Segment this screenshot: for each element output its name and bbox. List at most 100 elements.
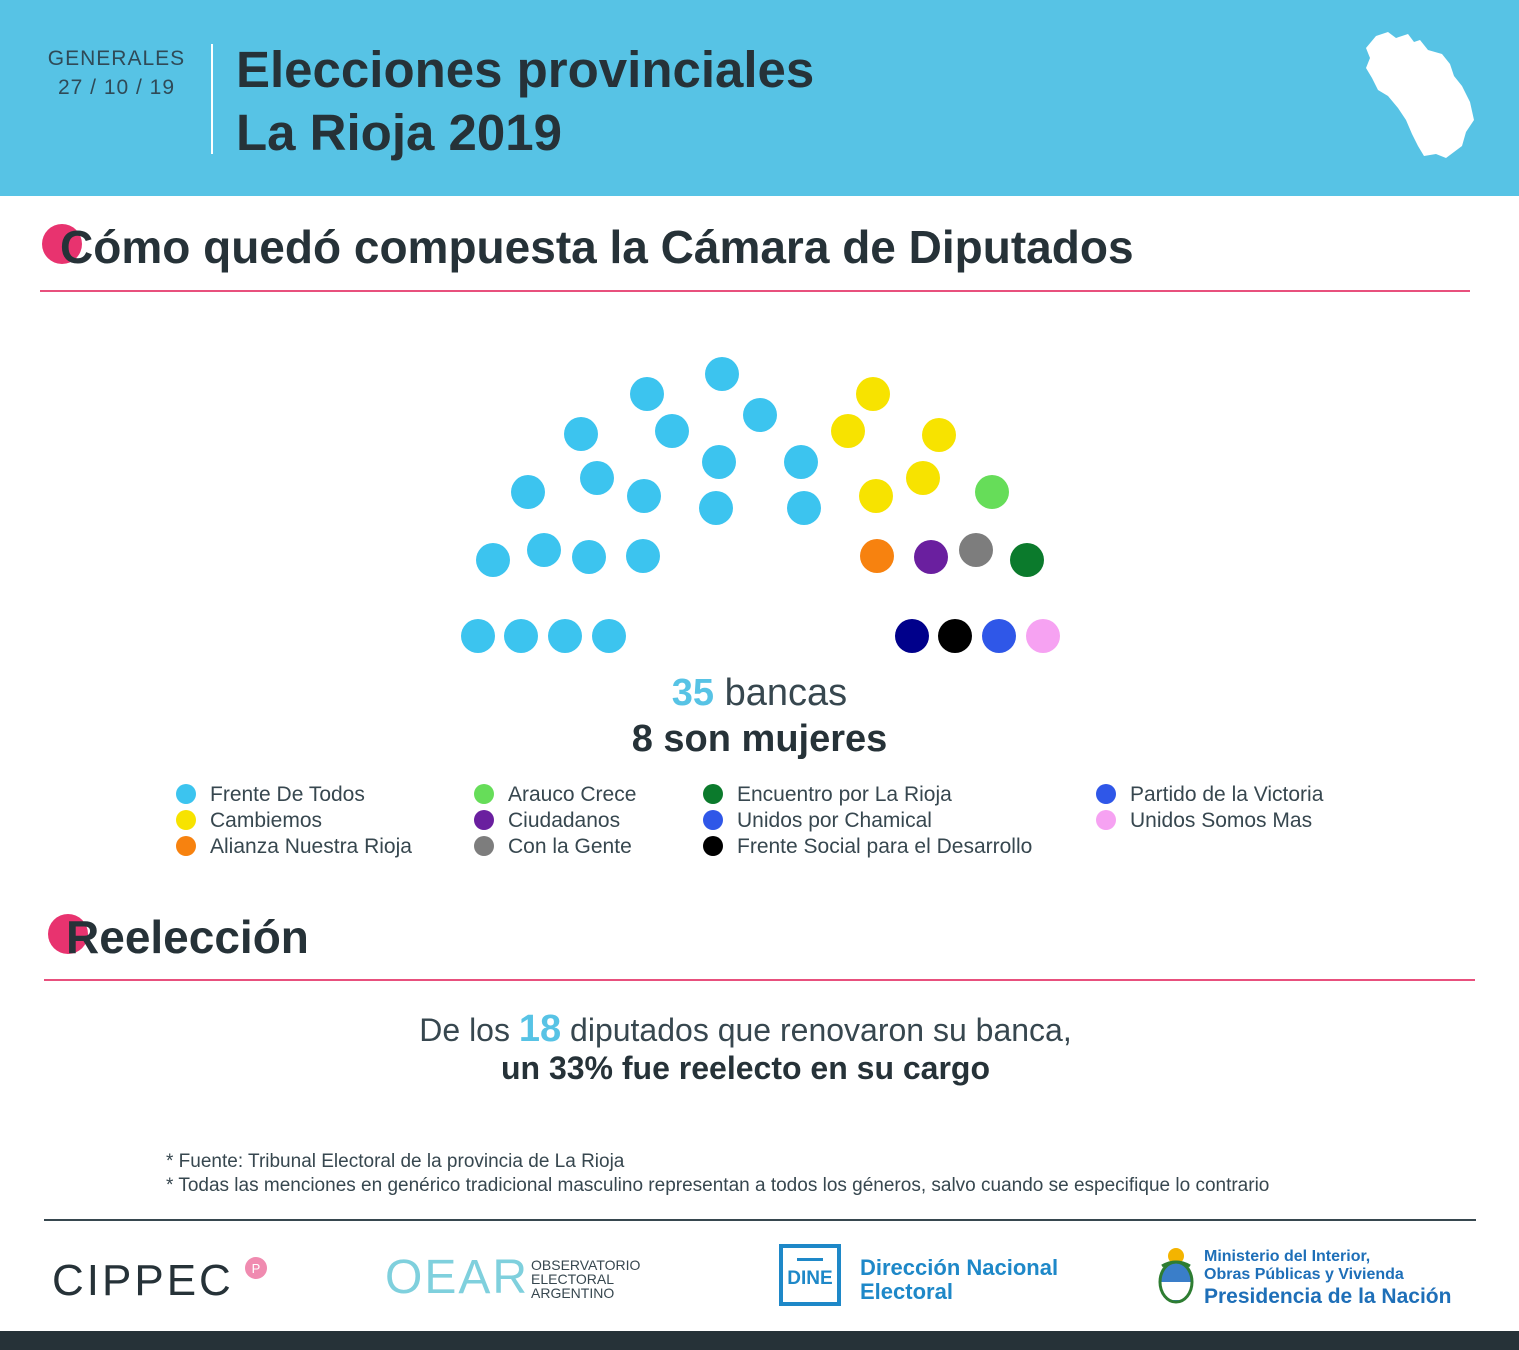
la-rioja-map-icon [1366, 32, 1474, 158]
legend-item: Partido de la Victoria [1096, 783, 1323, 809]
section-divider [40, 290, 1470, 292]
oear-mark: OEAR [385, 1251, 530, 1304]
seat-frente-de-todos [548, 619, 582, 653]
seat-unidos-por-chamical [982, 619, 1016, 653]
title-line-2: La Rioja 2019 [236, 104, 562, 161]
seat-frente-de-todos [592, 619, 626, 653]
seat-frente-de-todos [504, 619, 538, 653]
section-title-reelection: Reelección [66, 910, 309, 964]
dine-mark: DINE [787, 1268, 833, 1289]
header-banner: GENERALES 27 / 10 / 19 Elecciones provin… [0, 0, 1519, 196]
legend-swatch [703, 836, 723, 856]
legend-swatch [474, 836, 494, 856]
legend-label: Unidos por Chamical [737, 809, 932, 832]
seat-frente-de-todos [705, 357, 739, 391]
reelection-line-1: De los 18 diputados que renovaron su ban… [0, 1008, 1505, 1051]
seat-frente-de-todos [699, 491, 733, 525]
reelection-percent-text: un 33% fue reelecto en su cargo [500, 1050, 991, 1086]
section-title-text: eelección [99, 911, 309, 963]
legend-swatch [176, 836, 196, 856]
header-divider [211, 44, 213, 154]
footer-bar [0, 1331, 1519, 1350]
seats-label: bancas [724, 672, 848, 714]
seat-frente-de-todos [630, 377, 664, 411]
seat-frente-social-para-el-desarrollo [938, 619, 972, 653]
ministry-line-1: Ministerio del Interior, [1204, 1248, 1371, 1265]
section-title-initial: R [66, 911, 100, 963]
legend-swatch [474, 810, 494, 830]
section-title-text: ómo quedó compuesta la Cámara de Diputad… [93, 221, 1134, 273]
seat-frente-de-todos [564, 417, 598, 451]
legend-item: Encuentro por La Rioja [703, 783, 952, 809]
seats-count: 35 [671, 672, 715, 714]
renewed-count: 18 [518, 1008, 562, 1050]
ministry-text: Ministerio del Interior, Obras Públicas … [1204, 1248, 1451, 1310]
women-summary: 8 son mujeres [0, 718, 1519, 761]
women-count-label: 8 son mujeres [631, 718, 888, 760]
dine-logo-bar [797, 1258, 823, 1261]
legend-item: Arauco Crece [474, 783, 636, 809]
cippec-wordmark: CIPPEC [52, 1256, 234, 1305]
seat-frente-de-todos [511, 475, 545, 509]
oear-line-3: ARGENTINO [531, 1285, 615, 1301]
seat-unidos-somos-mas [1026, 619, 1060, 653]
seat-ciudadanos [914, 540, 948, 574]
seat-frente-de-todos [787, 491, 821, 525]
seat-frente-de-todos [784, 445, 818, 479]
section-marker-dot [42, 224, 82, 264]
legend-label: Cambiemos [210, 809, 323, 832]
footnote-source: * Fuente: Tribunal Electoral de la provi… [166, 1151, 625, 1172]
seat-frente-de-todos [476, 543, 510, 577]
legend-label: Partido de la Victoria [1130, 783, 1324, 806]
legend-swatch [703, 784, 723, 804]
legend-label: Ciudadanos [508, 809, 621, 832]
legend-swatch [176, 810, 196, 830]
reelection-line-2: un 33% fue reelecto en su cargo [0, 1050, 1505, 1087]
legend-item: Unidos por Chamical [703, 809, 932, 835]
legend-label: Unidos Somos Mas [1130, 809, 1313, 832]
seat-cambiemos [859, 479, 893, 513]
seat-cambiemos [831, 414, 865, 448]
dine-logo-box: DINE [779, 1244, 841, 1306]
seats-summary: 35 bancas [0, 672, 1519, 715]
oear-line-2: ELECTORAL [531, 1271, 614, 1287]
seat-con-la-gente [959, 533, 993, 567]
seat-cambiemos [922, 418, 956, 452]
seat-alianza-nuestra-rioja [860, 539, 894, 573]
section-title-initial: C [60, 221, 94, 273]
oear-line-1: OBSERVATORIO [531, 1257, 641, 1273]
legend-label: Encuentro por La Rioja [737, 783, 952, 806]
legend-label: Arauco Crece [508, 783, 637, 806]
election-type: GENERALES 27 / 10 / 19 [44, 44, 189, 102]
legend-item: Cambiemos [176, 809, 322, 835]
seat-frente-de-todos [626, 539, 660, 573]
legend-item: Unidos Somos Mas [1096, 809, 1312, 835]
seat-frente-de-todos [627, 479, 661, 513]
section-marker-dot [48, 914, 88, 954]
section-divider [44, 979, 1475, 981]
dine-line-2: Electoral [860, 1279, 953, 1304]
parliament-chart [461, 357, 1060, 653]
seat-frente-de-todos [702, 445, 736, 479]
seat-arauco-crece [975, 475, 1009, 509]
seat-frente-de-todos [461, 619, 495, 653]
legend-item: Frente Social para el Desarrollo [703, 835, 1032, 861]
seat-partido-de-la-victoria [895, 619, 929, 653]
cippec-logo: CIPPEC [52, 1256, 234, 1306]
reelection-pre: De los [419, 1012, 519, 1048]
seat-frente-de-todos [743, 398, 777, 432]
legend-label: Con la Gente [508, 835, 632, 858]
legend-swatch [1096, 810, 1116, 830]
seat-frente-de-todos [572, 540, 606, 574]
legend-label: Frente De Todos [210, 783, 365, 806]
legend-swatch [1096, 784, 1116, 804]
ministry-line-2: Obras Públicas y Vivienda [1204, 1266, 1404, 1283]
legend-label: Alianza Nuestra Rioja [210, 835, 412, 858]
seat-frente-de-todos [527, 533, 561, 567]
dine-line-1: Dirección Nacional [860, 1255, 1059, 1280]
election-date: 27 / 10 / 19 [57, 76, 176, 99]
legend-item: Ciudadanos [474, 809, 620, 835]
legend-swatch [176, 784, 196, 804]
legend-swatch [703, 810, 723, 830]
oear-text: OBSERVATORIO ELECTORAL ARGENTINO [531, 1258, 651, 1300]
